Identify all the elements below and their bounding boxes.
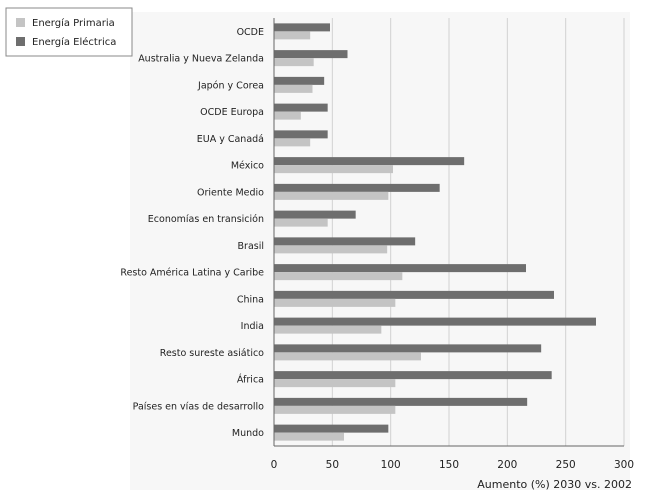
bar-energia-electrica-china (274, 290, 554, 299)
bar-energia-primaria-paises-en-vias-de-desarrollo (274, 405, 396, 414)
category-label-ocde-europa: OCDE Europa (200, 107, 264, 118)
bar-energia-primaria-japon-y-corea (274, 84, 313, 93)
legend-label-energia-electrica: Energía Eléctrica (32, 36, 116, 48)
category-label-resto-america-latina-y-caribe: Resto América Latina y Caribe (120, 268, 264, 279)
x-tick-label: 300 (614, 459, 634, 471)
bar-energia-electrica-economias-en-transicion (274, 210, 356, 219)
category-label-resto-sureste-asiatico: Resto sureste asiático (160, 348, 264, 359)
bar-energia-primaria-china (274, 298, 396, 307)
bar-energia-primaria-oriente-medio (274, 191, 389, 200)
bar-energia-electrica-resto-sureste-asiatico (274, 344, 542, 353)
legend-box (5, 7, 133, 57)
bar-energia-electrica-ocde (274, 23, 330, 32)
category-label-brasil: Brasil (238, 241, 264, 252)
bar-energia-electrica-paises-en-vias-de-desarrollo (274, 397, 528, 406)
bar-energia-electrica-oriente-medio (274, 183, 440, 192)
bar-energia-electrica-ocde-europa (274, 103, 328, 112)
category-label-ocde: OCDE (237, 27, 264, 38)
category-labels: OCDE Australia y Nueva Zelanda Japón y Cor… (120, 27, 264, 439)
bar-energia-primaria-resto-america-latina-y-caribe (274, 272, 403, 281)
bar-energia-electrica-australia-y-nueva-zelanda (274, 50, 348, 59)
category-label-oriente-medio: Oriente Medio (197, 187, 264, 198)
bar-energia-primaria-australia-y-nueva-zelanda (274, 58, 314, 67)
x-tick-label: 150 (439, 459, 459, 471)
category-label-mundo: Mundo (232, 428, 264, 439)
bar-energia-electrica-mexico (274, 157, 465, 166)
bar-energia-electrica-india (274, 317, 596, 326)
bars (274, 23, 596, 441)
legend-swatch-energia-electrica (16, 37, 25, 46)
bar-energia-primaria-india (274, 325, 382, 334)
category-label-china: China (237, 294, 264, 305)
legend-label-energia-primaria: Energía Primaria (32, 17, 115, 29)
bar-energia-electrica-eua-y-canada (274, 130, 328, 139)
legend: Energía Primaria Energía Eléctrica (5, 7, 133, 57)
bar-energia-electrica-africa (274, 371, 552, 380)
category-label-japon-y-corea: Japón y Corea (197, 80, 264, 91)
bar-energia-primaria-eua-y-canada (274, 138, 311, 147)
bar-energia-electrica-mundo (274, 424, 389, 433)
category-label-india: India (241, 321, 264, 332)
category-label-australia-y-nueva-zelanda: Australia y Nueva Zelanda (138, 54, 264, 65)
x-tick-labels: 0 50 100 150 200 250 300 (271, 459, 634, 471)
grid-lines (331, 18, 625, 446)
x-tick-label: 100 (381, 459, 401, 471)
category-label-mexico: México (231, 161, 264, 172)
x-tick-label: 0 (271, 459, 278, 471)
bar-energia-primaria-economias-en-transicion (274, 218, 328, 227)
bar-energia-primaria-africa (274, 379, 396, 388)
category-label-economias-en-transicion: Economías en transición (148, 214, 264, 225)
x-tick-label: 50 (326, 459, 339, 471)
bar-energia-primaria-resto-sureste-asiatico (274, 352, 421, 361)
bar-energia-primaria-ocde (274, 31, 311, 40)
bar-energia-primaria-mexico (274, 165, 393, 174)
legend-swatch-energia-primaria (16, 18, 25, 27)
bar-energia-electrica-japon-y-corea (274, 76, 325, 85)
bar-energia-primaria-ocde-europa (274, 111, 301, 120)
category-label-paises-en-vias-de-desarrollo: Países en vías de desarrollo (133, 401, 265, 412)
bar-energia-electrica-resto-america-latina-y-caribe (274, 264, 526, 273)
bar-energia-primaria-mundo (274, 432, 344, 441)
x-tick-label: 200 (497, 459, 517, 471)
category-label-africa: África (237, 374, 264, 386)
x-axis-title: Aumento (%) 2030 vs. 2002 (477, 478, 632, 491)
bar-energia-primaria-brasil (274, 245, 388, 254)
bar-energia-electrica-brasil (274, 237, 416, 246)
category-label-eua-y-canada: EUA y Canadá (197, 134, 264, 145)
x-tick-label: 250 (556, 459, 576, 471)
